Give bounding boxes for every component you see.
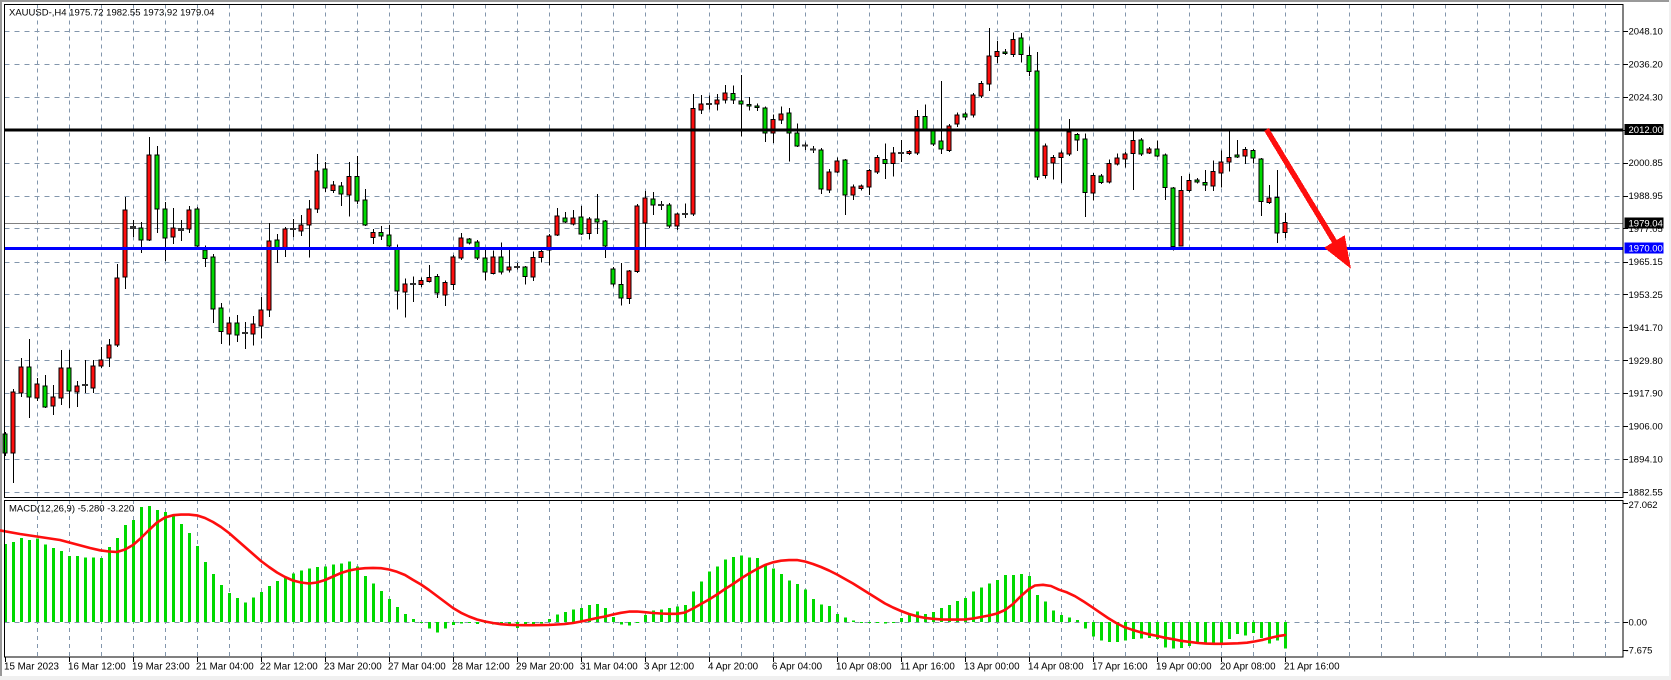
svg-text:1929.80: 1929.80 — [1629, 356, 1663, 367]
svg-text:10 Apr 08:00: 10 Apr 08:00 — [836, 662, 892, 673]
svg-text:22 Mar 12:00: 22 Mar 12:00 — [260, 662, 318, 673]
svg-text:28 Mar 12:00: 28 Mar 12:00 — [452, 662, 510, 673]
svg-text:1953.25: 1953.25 — [1629, 290, 1663, 301]
svg-text:2036.20: 2036.20 — [1629, 59, 1663, 70]
svg-text:3 Apr 12:00: 3 Apr 12:00 — [644, 662, 695, 673]
svg-text:29 Mar 20:00: 29 Mar 20:00 — [516, 662, 574, 673]
svg-text:13 Apr 00:00: 13 Apr 00:00 — [964, 662, 1020, 673]
svg-text:20 Apr 08:00: 20 Apr 08:00 — [1220, 662, 1276, 673]
svg-text:1894.10: 1894.10 — [1629, 455, 1663, 466]
svg-text:1970.00: 1970.00 — [1629, 244, 1663, 255]
svg-text:19 Apr 00:00: 19 Apr 00:00 — [1156, 662, 1212, 673]
svg-text:2000.85: 2000.85 — [1629, 158, 1663, 169]
svg-text:21 Mar 04:00: 21 Mar 04:00 — [196, 662, 254, 673]
svg-text:2048.10: 2048.10 — [1629, 26, 1663, 37]
svg-text:1906.00: 1906.00 — [1629, 422, 1663, 433]
svg-text:1941.70: 1941.70 — [1629, 323, 1663, 334]
svg-text:MACD(12,26,9) -5.280 -3.220: MACD(12,26,9) -5.280 -3.220 — [9, 504, 134, 515]
svg-text:27 Mar 04:00: 27 Mar 04:00 — [388, 662, 446, 673]
svg-text:16 Mar 12:00: 16 Mar 12:00 — [68, 662, 126, 673]
svg-text:0.00: 0.00 — [1629, 617, 1648, 628]
svg-text:17 Apr 16:00: 17 Apr 16:00 — [1092, 662, 1148, 673]
svg-text:4 Apr 20:00: 4 Apr 20:00 — [708, 662, 759, 673]
svg-text:1965.15: 1965.15 — [1629, 257, 1663, 268]
svg-text:2024.30: 2024.30 — [1629, 92, 1663, 103]
svg-text:14 Apr 08:00: 14 Apr 08:00 — [1028, 662, 1084, 673]
svg-text:19 Mar 23:00: 19 Mar 23:00 — [132, 662, 190, 673]
svg-text:1979.04: 1979.04 — [1629, 219, 1663, 230]
svg-text:-7.675: -7.675 — [1626, 646, 1653, 657]
svg-text:31 Mar 04:00: 31 Mar 04:00 — [580, 662, 638, 673]
svg-text:1917.90: 1917.90 — [1629, 389, 1663, 400]
svg-text:1882.55: 1882.55 — [1629, 488, 1663, 499]
svg-text:23 Mar 20:00: 23 Mar 20:00 — [324, 662, 382, 673]
svg-text:1988.95: 1988.95 — [1629, 191, 1663, 202]
svg-text:11 Apr 16:00: 11 Apr 16:00 — [900, 662, 955, 673]
svg-text:1977.05: 1977.05 — [1629, 224, 1663, 235]
svg-text:27.062: 27.062 — [1629, 500, 1658, 511]
svg-text:6 Apr 04:00: 6 Apr 04:00 — [772, 662, 823, 673]
svg-text:2012.00: 2012.00 — [1629, 125, 1663, 136]
svg-text:21 Apr 16:00: 21 Apr 16:00 — [1284, 662, 1340, 673]
svg-text:XAUUSD-,H4 1975.72 1982.55 197: XAUUSD-,H4 1975.72 1982.55 1973.92 1979.… — [9, 8, 214, 19]
svg-text:15 Mar 2023: 15 Mar 2023 — [4, 662, 60, 673]
